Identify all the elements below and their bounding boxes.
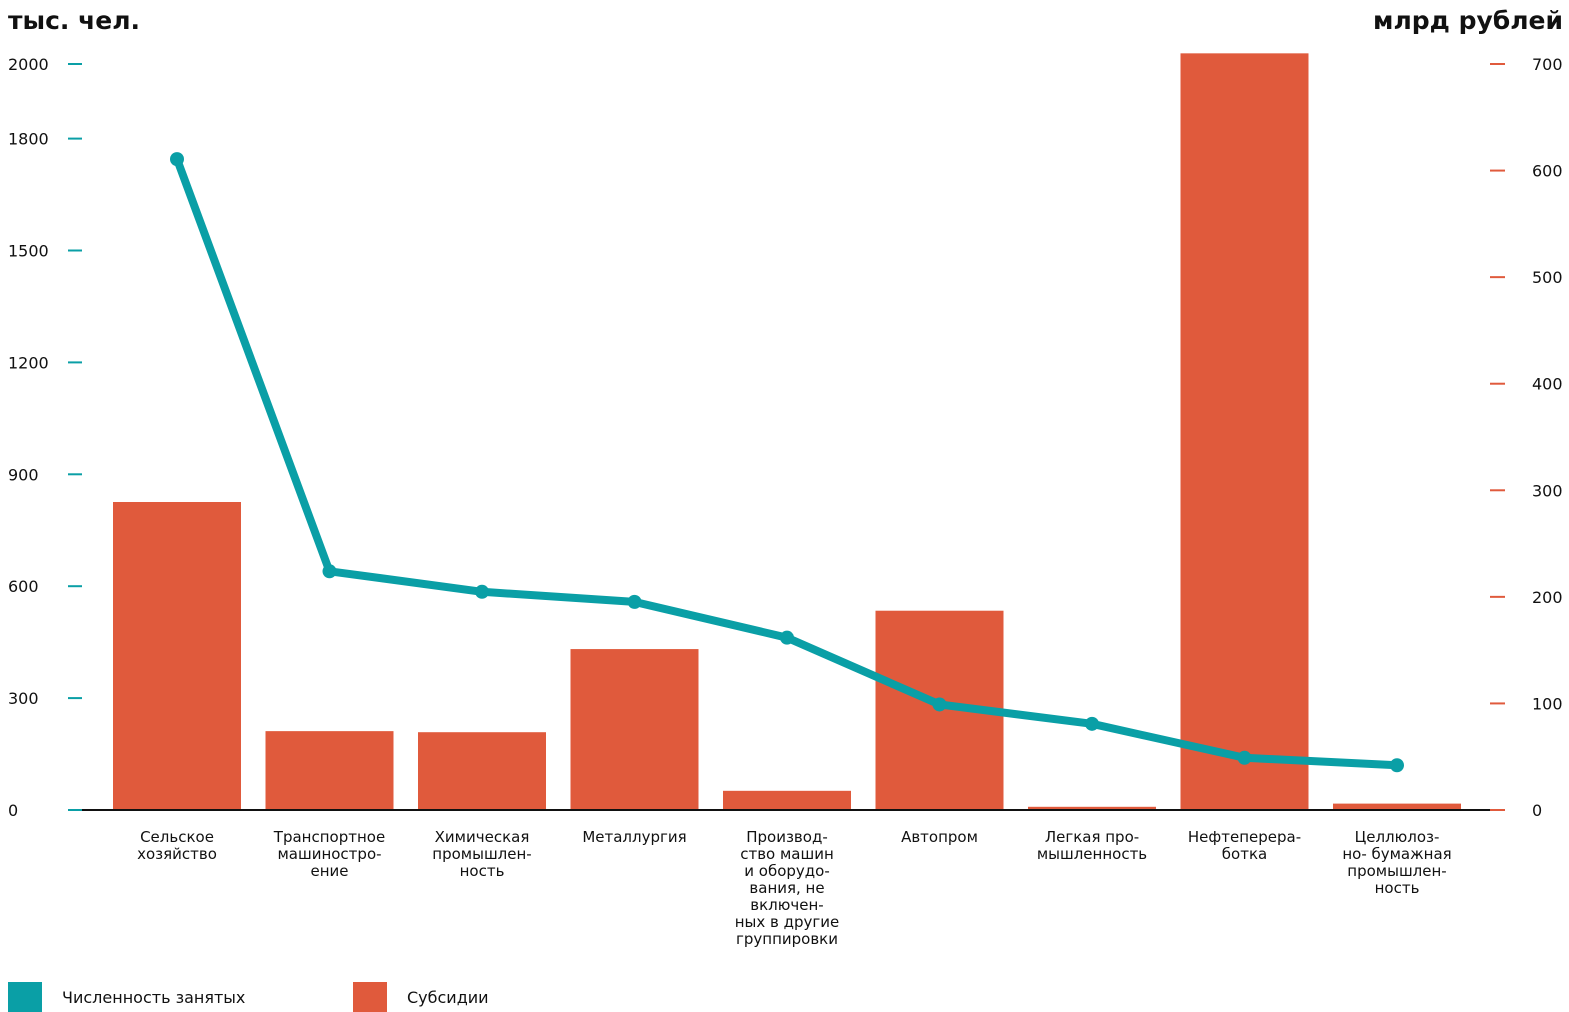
category-label-line: Транспортное	[273, 828, 386, 846]
subsidy-bar	[1180, 53, 1309, 811]
left-axis-tick-label: 1200	[8, 353, 49, 372]
right-axis-tick-label: 300	[1532, 481, 1563, 500]
category-label: Химическая промышлен-ность	[412, 829, 552, 880]
right-axis-tick-label: 100	[1532, 694, 1563, 713]
employment-point	[1085, 716, 1099, 731]
category-label: Автопром	[870, 829, 1010, 846]
left-axis-tick-label: 1800	[8, 130, 49, 149]
subsidy-bar	[113, 502, 241, 810]
category-label: Металлургия	[565, 829, 705, 846]
employment-point	[1237, 750, 1252, 765]
employment-point	[475, 584, 489, 599]
right-axis-tick-label: 200	[1532, 588, 1563, 607]
left-axis-tick-label: 0	[8, 801, 18, 820]
category-label-line: вания, не	[749, 879, 825, 897]
category-label-line: ность	[459, 862, 505, 880]
category-label-line: Производ-	[746, 828, 828, 846]
left-axis-unit-label: тыс. чел.	[8, 6, 141, 35]
category-label-line: Нефтеперера-	[1187, 828, 1302, 846]
category-label-line: ение	[310, 862, 349, 880]
left-axis-tick-label: 600	[8, 577, 39, 596]
category-label: Нефтеперера-ботка	[1175, 829, 1315, 863]
category-label: Сельское хозяйство	[107, 829, 247, 863]
left-axis-tick-label: 300	[8, 689, 39, 708]
category-label: Транспортное машиностро-ение	[260, 829, 400, 880]
right-axis-tick-label: 700	[1532, 55, 1563, 74]
category-label-line: группировки	[736, 930, 838, 948]
category-label: Легкая про-мышленность	[1022, 829, 1162, 863]
subsidy-bar	[723, 790, 851, 810]
category-label-line: и оборудо-	[744, 862, 830, 880]
employment-point	[322, 564, 337, 579]
category-label-line: Сельское	[140, 828, 214, 846]
subsidy-bar	[570, 649, 699, 810]
category-label-line: ных в другие	[734, 913, 840, 931]
category-label-line: ность	[1374, 879, 1420, 897]
legend-item-employment: Численность занятых	[8, 982, 245, 1012]
right-axis-tick-label: 600	[1532, 162, 1563, 181]
right-axis-tick-label: 500	[1532, 268, 1563, 287]
category-label-line: промышлен-	[1347, 862, 1447, 880]
category-label-line: Химическая	[434, 828, 530, 846]
subsidy-bar	[265, 731, 394, 810]
employment-point	[170, 152, 184, 167]
employment-point	[627, 594, 642, 609]
category-label-line: но- бумажная	[1342, 845, 1452, 863]
category-label-line: Автопром	[901, 828, 978, 846]
category-label-line: мышленность	[1036, 845, 1148, 863]
category-label-line: Металлургия	[582, 828, 687, 846]
category-label-line: машиностро-	[277, 845, 382, 863]
right-axis-unit-label: млрд рублей	[1373, 6, 1563, 35]
legend-swatch-subsidies	[353, 982, 387, 1012]
employment-point	[1390, 758, 1404, 773]
category-label-line: ство машин	[740, 845, 834, 863]
category-label: Целлюлоз-но- бумажная промышлен-ность	[1327, 829, 1467, 897]
legend-swatch-employment	[8, 982, 42, 1012]
employment-point	[932, 697, 947, 712]
right-axis-tick-label: 400	[1532, 375, 1563, 394]
subsidy-bar	[418, 732, 546, 810]
subsidy-bar	[1333, 803, 1461, 810]
category-label-line: ботка	[1221, 845, 1268, 863]
category-label-line: Легкая про-	[1044, 828, 1140, 846]
right-axis-tick-label: 0	[1532, 801, 1542, 820]
legend-label-employment: Численность занятых	[62, 987, 246, 1007]
category-label-line: хозяйство	[137, 845, 217, 863]
category-label-line: промышлен-	[432, 845, 532, 863]
category-label-line: включен-	[750, 896, 824, 914]
category-label: Производ-ство машин и оборудо-вания, не вк…	[717, 829, 857, 948]
category-label-line: Целлюлоз-	[1354, 828, 1440, 846]
legend-label-subsidies: Субсидии	[407, 987, 489, 1007]
subsidy-bar	[1028, 806, 1156, 810]
left-axis-tick-label: 2000	[8, 55, 49, 74]
left-axis-tick-label: 1500	[8, 242, 49, 261]
employment-point	[780, 630, 794, 645]
legend-item-subsidies: Субсидии	[353, 982, 489, 1012]
left-axis-tick-label: 900	[8, 465, 39, 484]
